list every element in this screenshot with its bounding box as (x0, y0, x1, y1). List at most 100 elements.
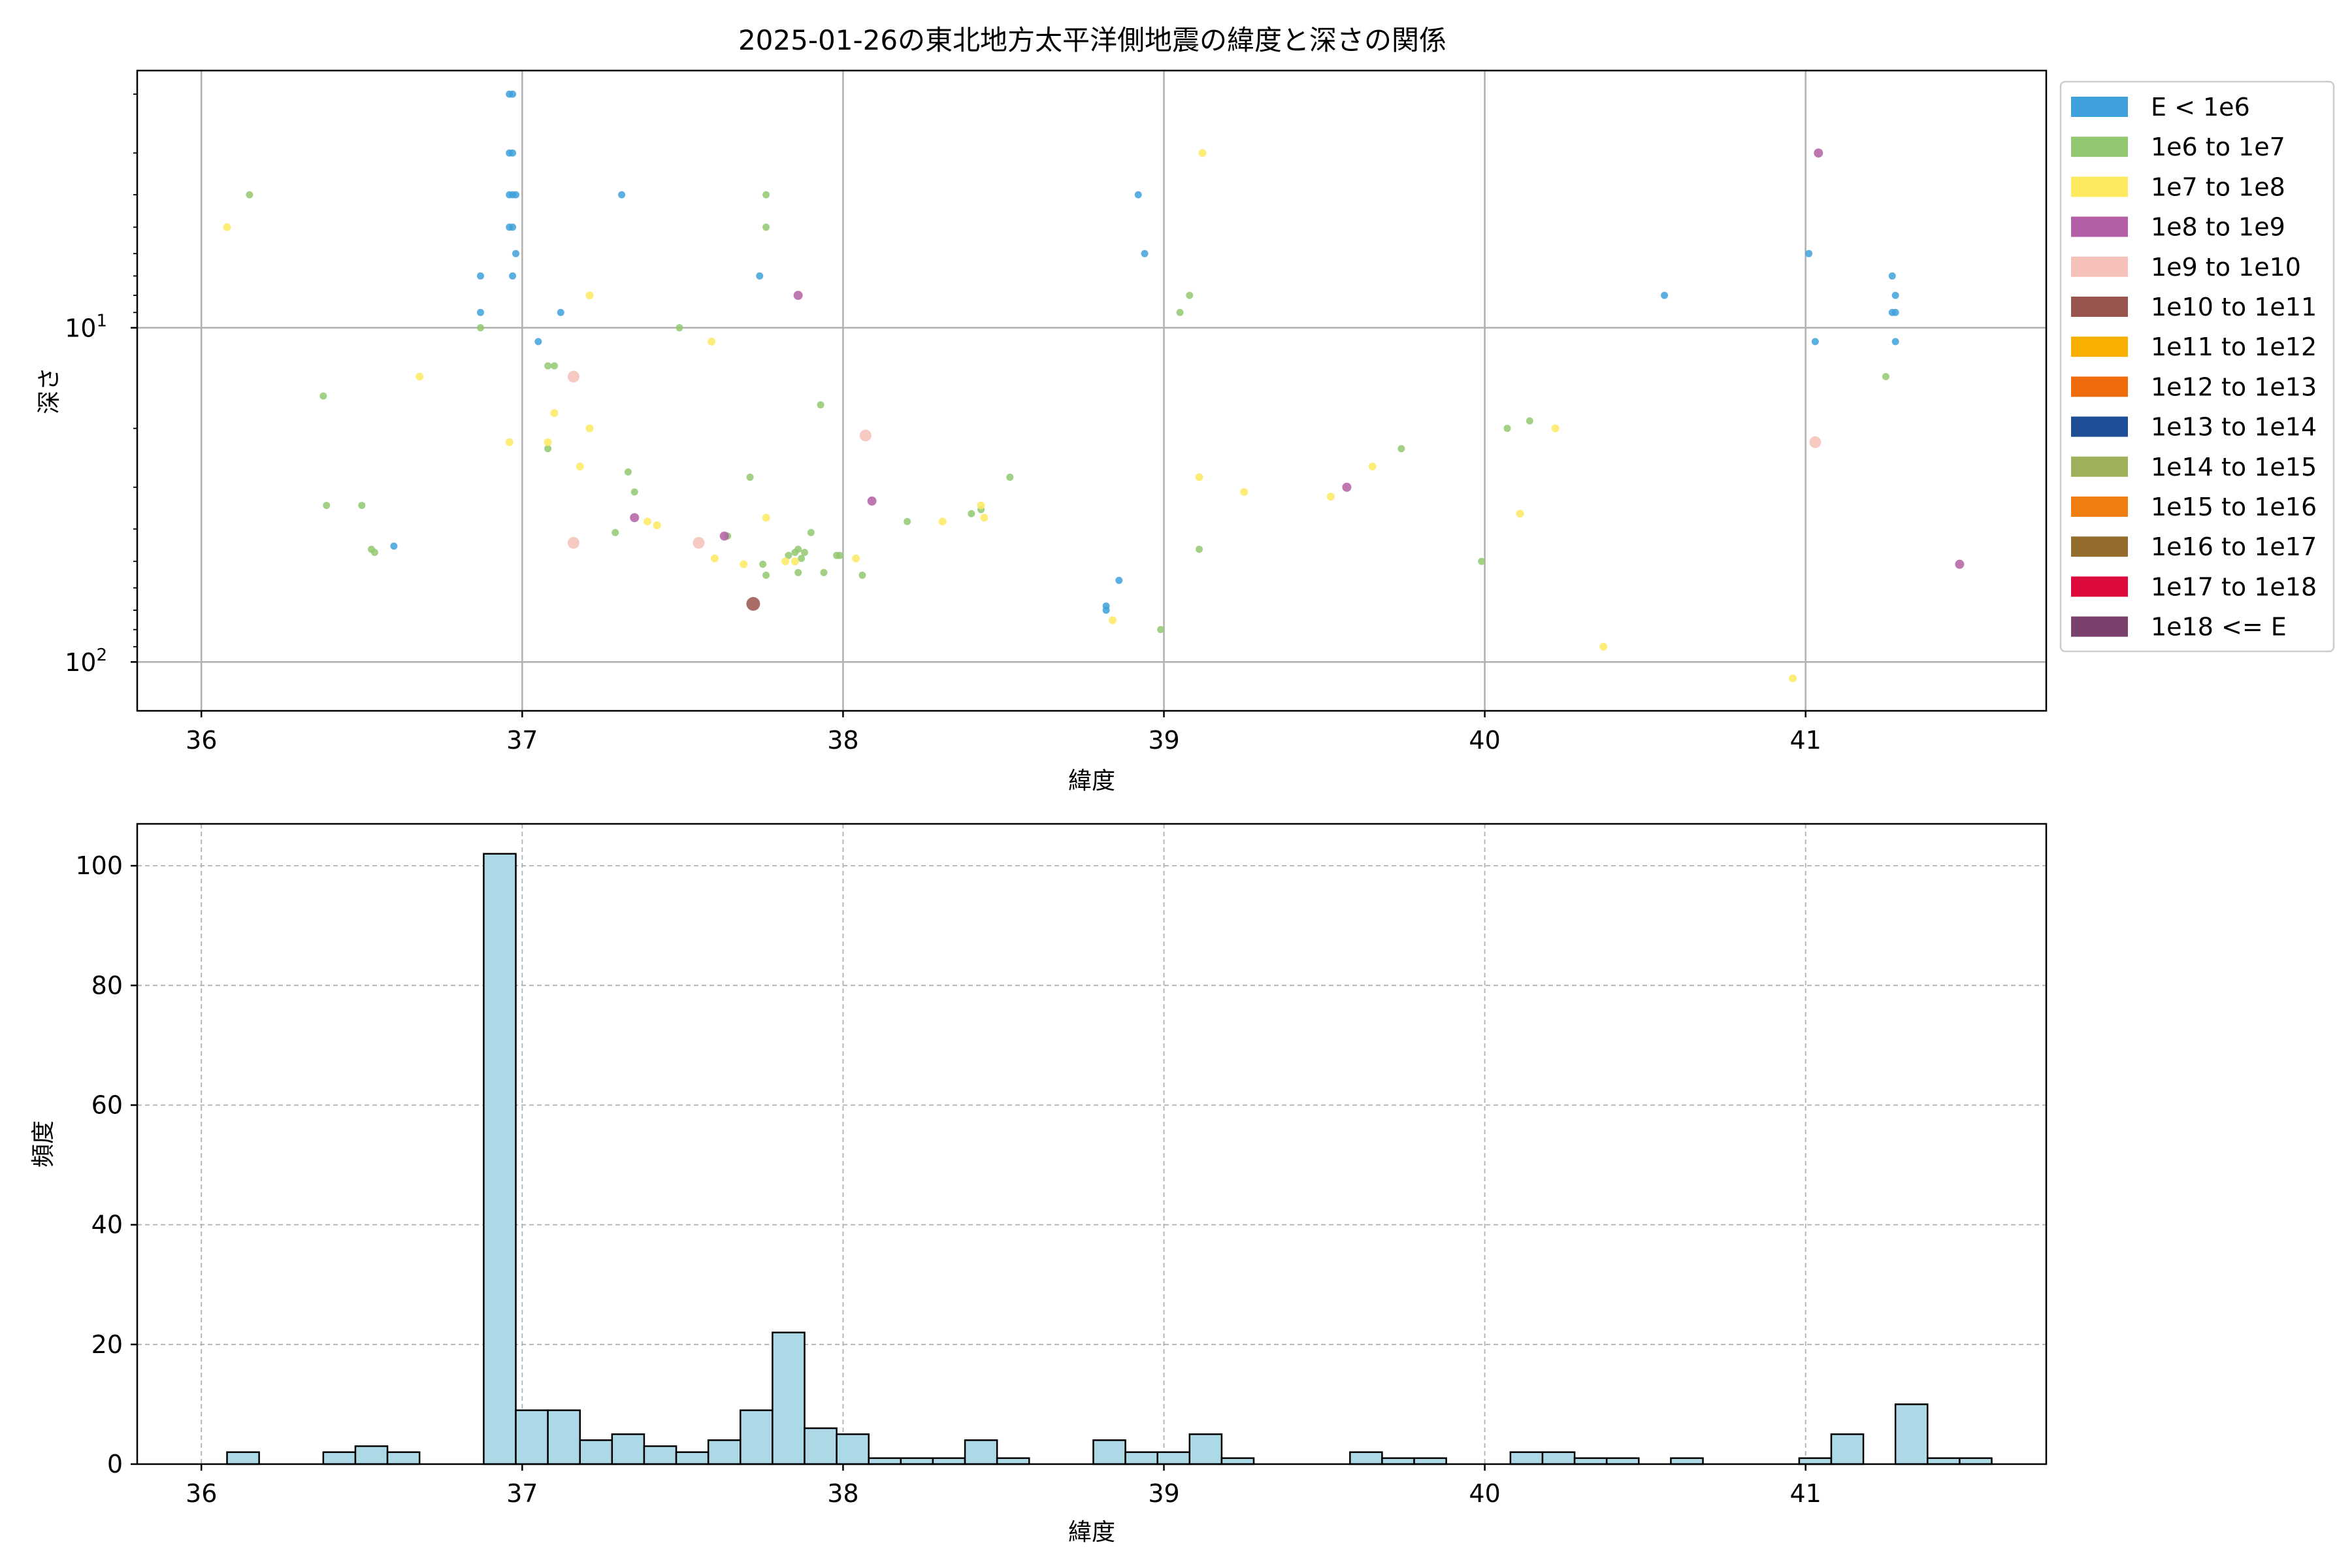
scatter-point (791, 557, 799, 566)
histogram-bar (1381, 1457, 1415, 1465)
scatter-point (794, 546, 802, 553)
scatter-point (1814, 148, 1823, 158)
scatter-point (319, 392, 327, 400)
scatter-point (1789, 674, 1797, 683)
scatter-point (476, 308, 484, 316)
legend-label: 1e13 to 1e14 (2151, 413, 2317, 442)
scatter-point (1326, 493, 1335, 501)
histogram-y-tick-label: 20 (91, 1330, 123, 1359)
histogram-bar (1509, 1451, 1544, 1465)
histogram-bar (1124, 1451, 1158, 1465)
scatter-point (390, 542, 398, 550)
scatter-point (904, 517, 911, 525)
scatter-point (1526, 417, 1533, 425)
scatter-point (567, 370, 580, 383)
scatter-point (793, 291, 803, 301)
legend-swatch (2071, 216, 2128, 237)
legend-label: 1e6 to 1e7 (2151, 133, 2285, 161)
scatter-point (859, 429, 872, 442)
scatter-point (1176, 308, 1184, 316)
scatter-point (550, 409, 559, 417)
histogram-frame (136, 823, 2048, 1465)
scatter-y-axis-label: 深さ (36, 367, 63, 414)
histogram-bar (932, 1457, 966, 1465)
histogram-bar (1220, 1457, 1255, 1465)
scatter-point (756, 272, 764, 280)
scatter-point (1198, 149, 1207, 157)
histogram-x-tick-label: 41 (1790, 1479, 1821, 1508)
scatter-point (1186, 291, 1194, 299)
legend-label: 1e15 to 1e16 (2151, 493, 2317, 521)
histogram-bar (675, 1451, 710, 1465)
histogram-bar (1092, 1439, 1126, 1465)
histogram-x-ticks: 36 37 38 39 40 41 (186, 1464, 1821, 1508)
histogram-bar (804, 1427, 838, 1465)
scatter-point (370, 549, 378, 557)
scatter-x-tick-label: 41 (1790, 726, 1821, 755)
scatter-point (746, 596, 760, 611)
scatter-point (762, 223, 770, 231)
scatter-points (223, 90, 1965, 683)
legend-swatch (2071, 576, 2128, 597)
scatter-point (1805, 250, 1813, 257)
scatter-y-tick-label: 101 (65, 312, 107, 343)
histogram-y-tick-label: 40 (91, 1211, 123, 1239)
histogram-x-tick-label: 39 (1148, 1479, 1179, 1508)
scatter-point (746, 473, 754, 481)
scatter-point (1006, 473, 1014, 481)
legend-swatch (2071, 497, 2128, 517)
histogram-bar (226, 1451, 260, 1465)
histogram-bar (547, 1409, 581, 1465)
histogram-x-tick-label: 38 (827, 1479, 858, 1508)
histogram-bar (1541, 1451, 1576, 1465)
scatter-point (653, 521, 661, 530)
scatter-point (550, 362, 558, 370)
legend-box (2059, 80, 2335, 653)
scatter-y-tick-base: 10 (65, 314, 96, 343)
histogram-bar (868, 1457, 902, 1465)
scatter-point (612, 529, 619, 536)
scatter-y-tick-exponent: 2 (96, 645, 107, 665)
histogram-bar (1413, 1457, 1447, 1465)
legend-swatch (2071, 176, 2128, 197)
legend-swatch (2071, 416, 2128, 437)
histogram-x-tick-label: 37 (506, 1479, 538, 1508)
scatter-point (1397, 445, 1405, 453)
legend-swatch (2071, 616, 2128, 637)
histogram-bar (611, 1433, 645, 1465)
scatter-point (223, 223, 231, 231)
scatter-point (506, 90, 514, 98)
scatter-point (1102, 606, 1110, 614)
scatter-point (576, 462, 584, 470)
scatter-point (1891, 338, 1899, 346)
scatter-y-tick-exponent: 1 (96, 312, 107, 331)
scatter-point (1661, 291, 1669, 299)
scatter-point (1134, 191, 1142, 199)
scatter-point (358, 502, 366, 510)
scatter-point (544, 362, 552, 370)
scatter-plot-area (137, 71, 2046, 711)
histogram-bar (1959, 1457, 1993, 1465)
histogram-bar (1894, 1403, 1929, 1465)
scatter-point (1478, 557, 1486, 565)
scatter-x-tick-label: 36 (186, 726, 217, 755)
scatter-point (977, 501, 985, 510)
scatter-y-tick-label: 102 (65, 645, 107, 677)
legend-label: 1e10 to 1e11 (2151, 293, 2317, 321)
scatter-point (1811, 338, 1819, 346)
scatter-point (506, 191, 514, 199)
scatter-point (1196, 546, 1203, 553)
scatter-point (1195, 473, 1203, 482)
scatter-point (506, 223, 514, 231)
scatter-point (817, 401, 825, 409)
histogram-bar (483, 853, 517, 1465)
legend-swatch (2071, 256, 2128, 277)
legend-label: 1e14 to 1e15 (2151, 453, 2317, 482)
scatter-point (719, 531, 729, 541)
histogram-bar (515, 1409, 549, 1465)
scatter-point (1342, 482, 1352, 492)
legend: E < 1e6 1e6 to 1e7 1e7 to 1e8 1e8 to 1e9 1e9… (2059, 80, 2335, 653)
scatter-point (1599, 642, 1608, 651)
scatter-x-tick-label: 39 (1148, 726, 1179, 755)
